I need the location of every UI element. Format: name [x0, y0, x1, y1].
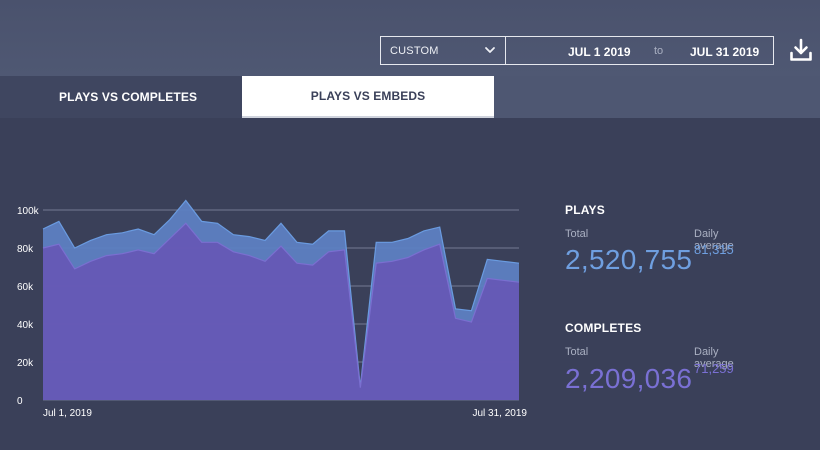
area-completes [43, 223, 519, 400]
tab-plays-vs-embeds[interactable]: PLAYS VS EMBEDS [242, 76, 494, 118]
tab-plays-vs-embeds-label: PLAYS VS EMBEDS [310, 89, 426, 103]
completes-daily-average-value: 71,259 [694, 361, 734, 376]
y-tick-label: 80k [17, 244, 34, 255]
date-range-box: JUL 1 2019 to JUL 31 2019 [506, 36, 774, 65]
x-tick-label-end: Jul 31, 2019 [473, 408, 528, 419]
completes-daily-average-label: Daily average [694, 346, 734, 370]
plays-completes-chart: 0 20k 40k 60k 80k 100k Jul 1, 2019 Jul 31, 2019 [17, 199, 528, 419]
plays-title: PLAYS [565, 203, 605, 217]
y-tick-label: 100k [17, 206, 40, 217]
completes-total-value: 2,209,036 [565, 363, 693, 394]
start-date[interactable]: JUL 1 2019 [568, 45, 631, 59]
date-range-select[interactable]: CUSTOM [380, 36, 506, 65]
tabs-bar-filler [494, 76, 820, 118]
plays-total-label: Total [565, 228, 589, 240]
completes-total-label: Total [565, 346, 589, 358]
plays-daily-average-label: Daily average [694, 228, 734, 252]
completes-title: COMPLETES [565, 321, 642, 335]
tab-plays-vs-completes[interactable]: PLAYS VS COMPLETES [0, 76, 242, 118]
end-date[interactable]: JUL 31 2019 [690, 45, 760, 59]
download-icon[interactable] [789, 38, 813, 62]
y-tick-label: 0 [17, 396, 23, 407]
y-tick-label: 60k [17, 282, 34, 293]
chevron-down-icon [485, 47, 495, 53]
tab-plays-vs-completes-label: PLAYS VS COMPLETES [59, 90, 198, 104]
x-tick-label-start: Jul 1, 2019 [43, 408, 92, 419]
header-bar [0, 0, 820, 76]
date-range-select-label: CUSTOM [390, 44, 439, 57]
y-tick-label: 20k [17, 358, 34, 369]
plays-total-value: 2,520,755 [565, 244, 693, 275]
y-tick-label: 40k [17, 320, 34, 331]
line-completes [42, 222, 520, 388]
line-plays [42, 199, 520, 387]
date-separator: to [654, 45, 664, 57]
plays-daily-average-value: 81,315 [694, 242, 734, 257]
